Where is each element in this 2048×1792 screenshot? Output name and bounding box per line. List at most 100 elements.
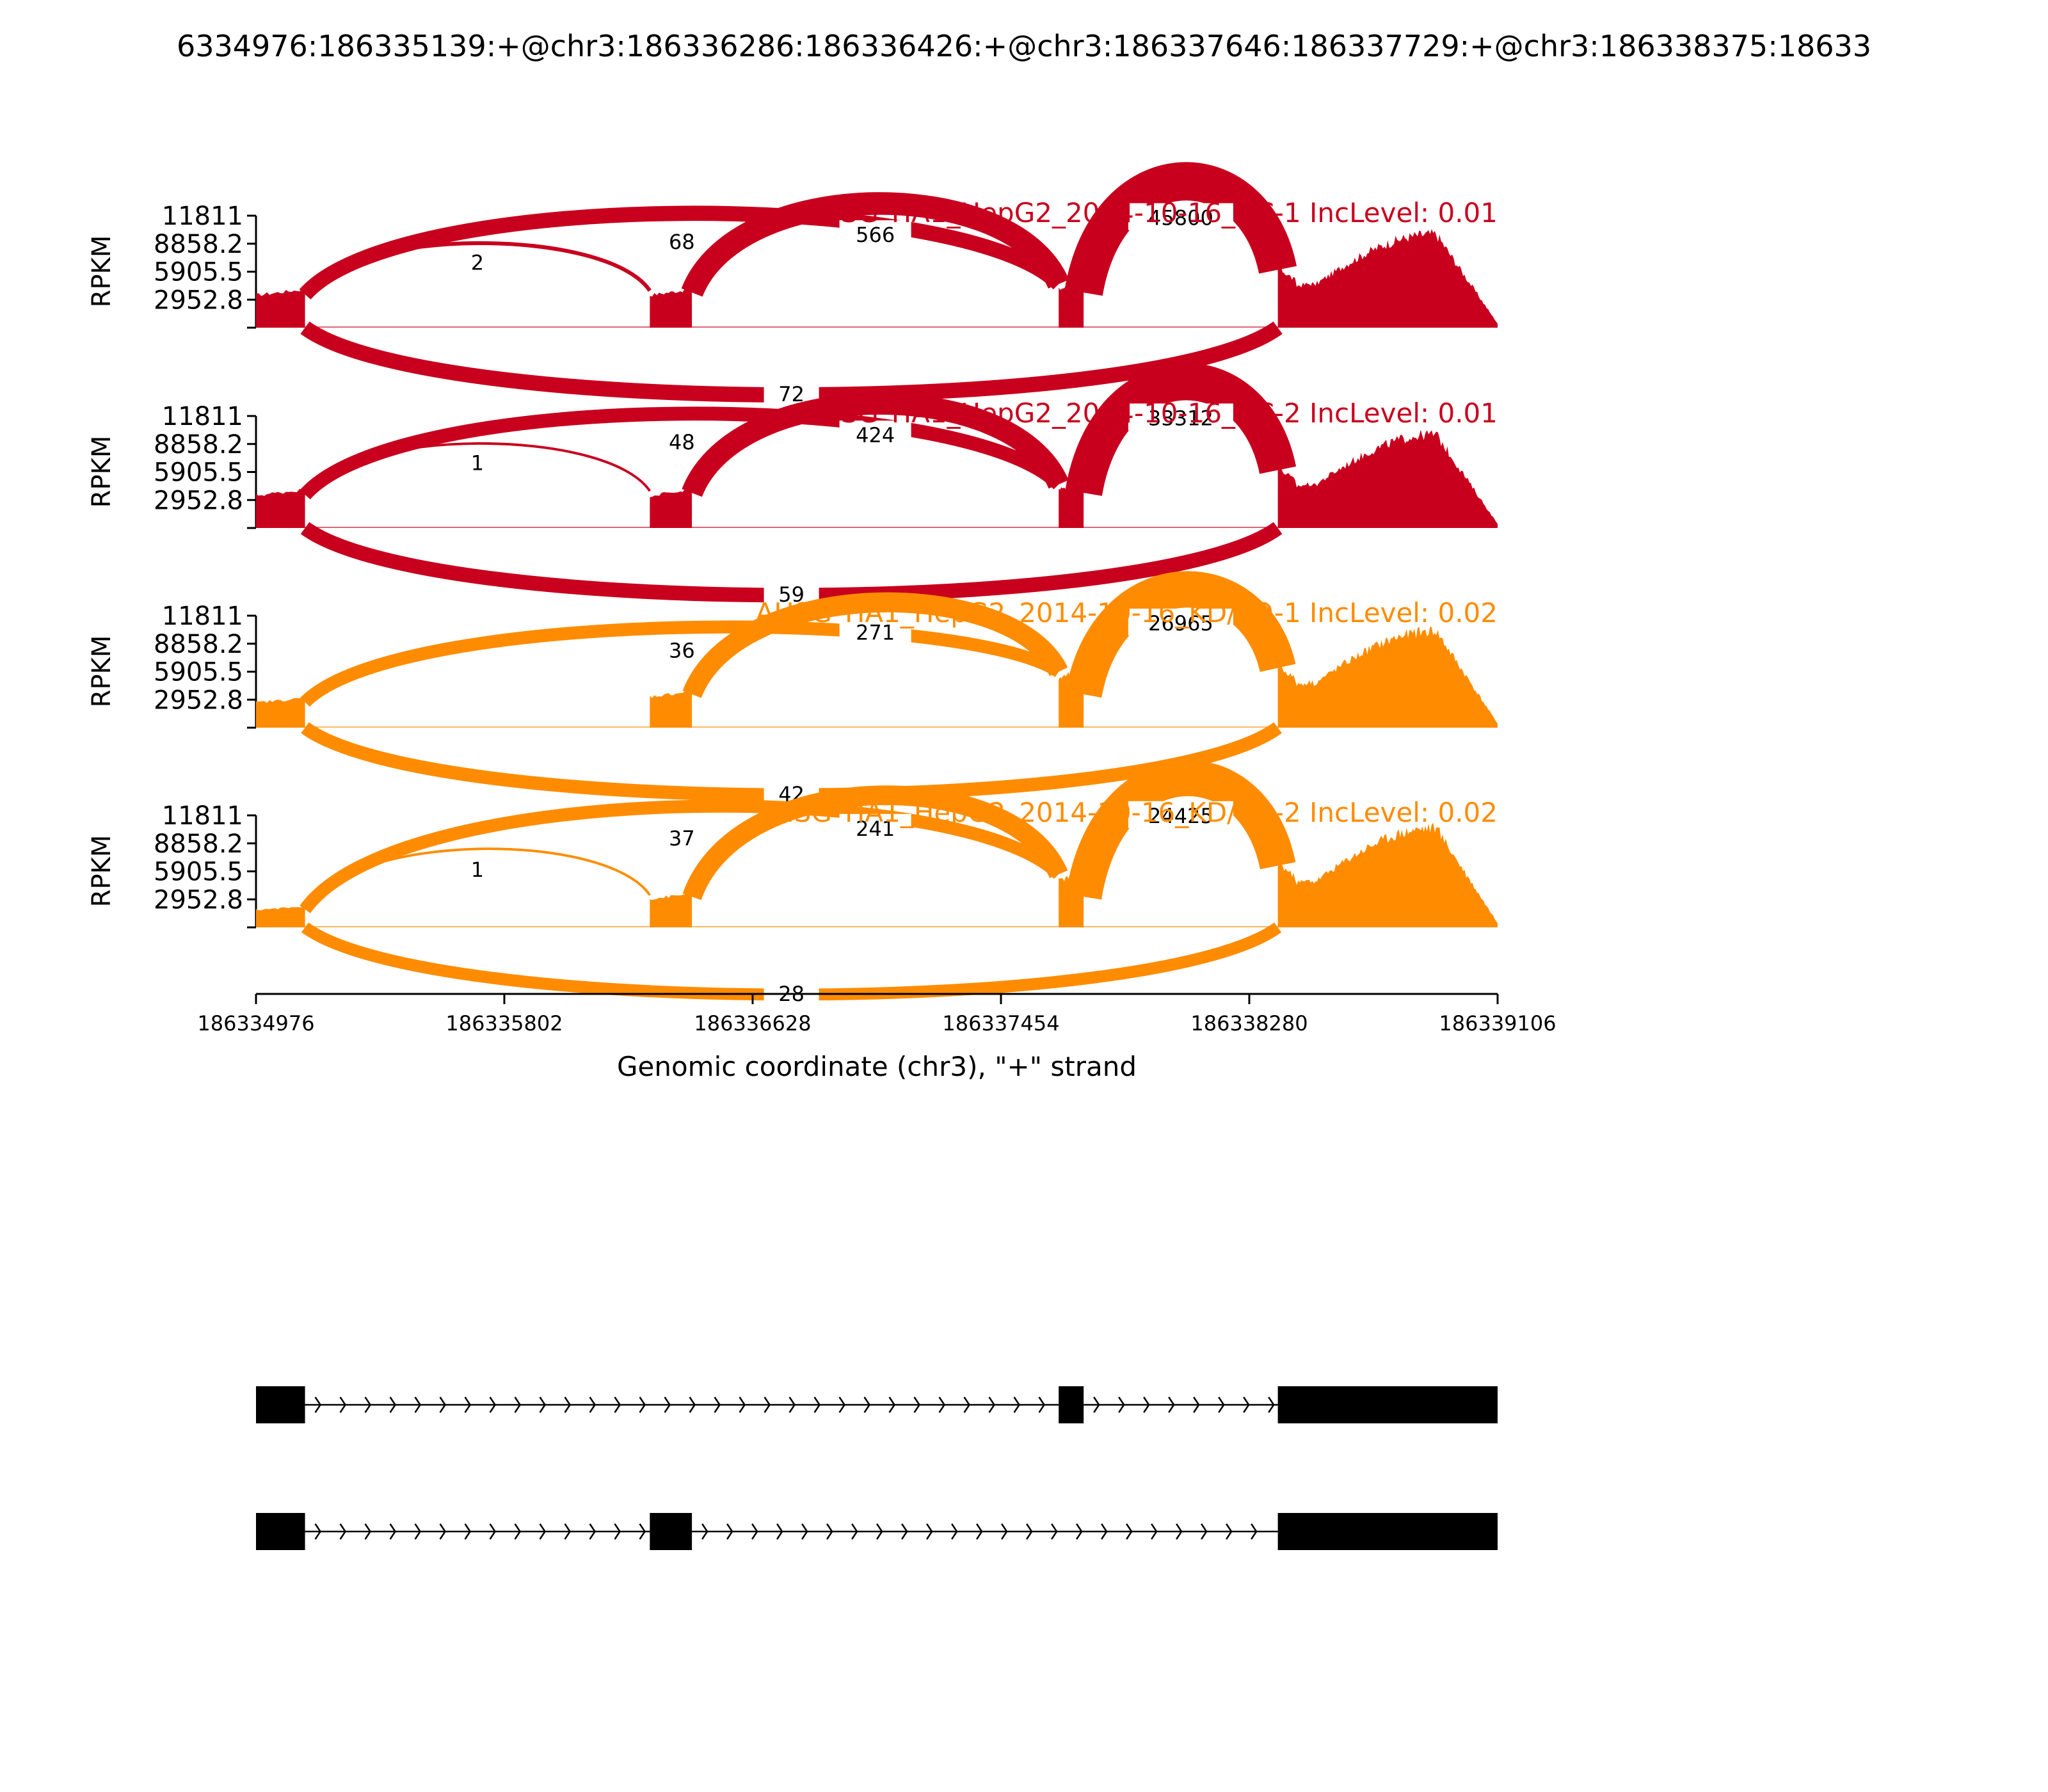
junction-arc: [299, 205, 1064, 300]
junction-count-bg: [764, 979, 819, 1006]
strand-arrow: [1176, 1523, 1183, 1540]
strand-arrow: [589, 1523, 596, 1540]
junction-count: 68: [669, 230, 695, 254]
strand-arrow: [539, 1523, 547, 1540]
strand-arrow: [764, 1396, 771, 1413]
strand-arrow: [938, 1396, 946, 1413]
strand-arrow: [888, 1396, 896, 1413]
junction-count-bg: [839, 420, 911, 448]
junction-count: 33312: [1148, 406, 1213, 430]
x-tick-label: 186338280: [1190, 1011, 1308, 1036]
y-tick-label: 2952.8: [154, 885, 243, 915]
x-tick-label: 186336628: [694, 1011, 811, 1036]
junction-count-bg: [458, 248, 497, 275]
transcript-exon: [256, 1386, 305, 1423]
y-tick-label: 8858.2: [154, 829, 243, 859]
strand-arrow: [1143, 1396, 1150, 1413]
strand-arrow: [976, 1523, 983, 1540]
y-tick-label: 11811: [162, 801, 243, 831]
strand-arrow: [926, 1523, 933, 1540]
junction-count-bg: [1128, 801, 1233, 828]
strand-arrow: [439, 1523, 447, 1540]
strand-arrow: [589, 1396, 596, 1413]
coverage-exon: [256, 289, 305, 328]
junction-count: 424: [856, 423, 895, 447]
junction-count-bg: [1128, 608, 1233, 636]
strand-arrow: [913, 1396, 921, 1413]
strand-arrow: [614, 1396, 621, 1413]
junction-arc: [1066, 760, 1296, 900]
junction-count-bg: [1128, 203, 1233, 230]
junction-count-bg: [654, 823, 710, 851]
junction-count: 566: [856, 223, 895, 247]
transcript-exon: [1277, 1513, 1498, 1550]
strand-arrow: [1226, 1523, 1233, 1540]
junction-count: 48: [669, 430, 695, 454]
strand-arrow: [414, 1396, 422, 1413]
gene-model: [256, 1386, 1498, 1550]
x-tick-label: 186334976: [197, 1011, 314, 1036]
strand-arrow: [1093, 1396, 1100, 1413]
strand-arrow: [1118, 1396, 1125, 1413]
coverage-exon: [1277, 229, 1498, 328]
strand-arrow: [963, 1396, 971, 1413]
junction-count: 2: [471, 251, 484, 275]
strand-arrow: [951, 1523, 958, 1540]
junction-count-bg: [839, 813, 911, 841]
plot-title: 6334976:186335139:+@chr3:186336286:18633…: [177, 29, 1871, 63]
junction-count: 24425: [1148, 804, 1213, 828]
strand-arrow: [389, 1523, 397, 1540]
y-tick-label: 8858.2: [154, 430, 243, 460]
strand-arrow: [1076, 1523, 1083, 1540]
coverage-exon: [1277, 429, 1498, 528]
strand-arrow: [1038, 1396, 1046, 1413]
transcript-exon: [1277, 1386, 1498, 1423]
strand-arrow: [639, 1396, 646, 1413]
transcript-exon: [1059, 1386, 1084, 1423]
strand-arrow: [1243, 1396, 1250, 1413]
junction-count-bg: [839, 618, 911, 645]
y-axis-label: RPKM: [87, 636, 116, 708]
strand-arrow: [639, 1523, 646, 1540]
x-tick-label: 186337454: [942, 1011, 1059, 1036]
junction-count: 36: [669, 638, 695, 662]
transcript-exon: [256, 1513, 305, 1550]
strand-arrow: [788, 1396, 796, 1413]
strand-arrow: [1251, 1523, 1258, 1540]
junction-arc: [681, 192, 1069, 298]
y-tick-label: 8858.2: [154, 230, 243, 259]
series-label: AHSG TIA1_HepG2_2014-10-16_NC-1 IncLevel…: [802, 197, 1498, 228]
y-tick-label: 11811: [162, 602, 243, 631]
strand-arrow: [1051, 1523, 1058, 1540]
series-label: AHSG TIA1_HepG2_2014-10-16_KD/KO-2 IncLe…: [755, 797, 1498, 828]
coverage-exon: [256, 698, 305, 728]
strand-arrow: [364, 1396, 372, 1413]
strand-arrow: [1268, 1396, 1275, 1413]
coverage-exon: [650, 690, 692, 728]
strand-arrow: [838, 1396, 846, 1413]
junction-count: 72: [778, 382, 804, 406]
y-tick-label: 8858.2: [154, 630, 243, 659]
transcript: [256, 1513, 1498, 1550]
x-tick-label: 186335802: [445, 1011, 563, 1036]
junction-count: 26965: [1148, 611, 1213, 636]
coverage-exon: [650, 288, 692, 328]
strand-arrow: [489, 1523, 497, 1540]
coverage-exon: [1277, 822, 1498, 927]
strand-arrow: [901, 1523, 908, 1540]
junction-count-bg: [654, 636, 710, 663]
strand-arrow: [1013, 1396, 1021, 1413]
junction-count: 1: [471, 451, 484, 476]
strand-arrow: [689, 1396, 696, 1413]
y-tick-label: 2952.8: [154, 285, 243, 315]
junction-arc: [300, 799, 1064, 913]
coverage-exon: [1059, 483, 1084, 528]
coverage-exon: [1059, 281, 1084, 328]
strand-arrow: [314, 1396, 322, 1413]
strand-arrow: [339, 1523, 347, 1540]
strand-arrow: [701, 1523, 708, 1540]
